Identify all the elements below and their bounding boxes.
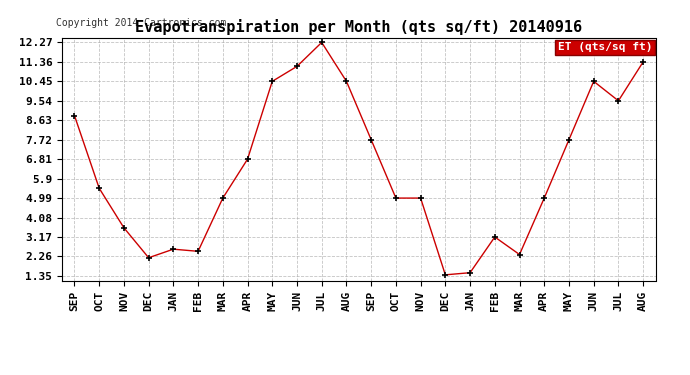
Text: Copyright 2014 Cartronics.com: Copyright 2014 Cartronics.com bbox=[56, 18, 226, 28]
Title: Evapotranspiration per Month (qts sq/ft) 20140916: Evapotranspiration per Month (qts sq/ft)… bbox=[135, 19, 582, 35]
Text: ET (qts/sq ft): ET (qts/sq ft) bbox=[558, 42, 653, 52]
